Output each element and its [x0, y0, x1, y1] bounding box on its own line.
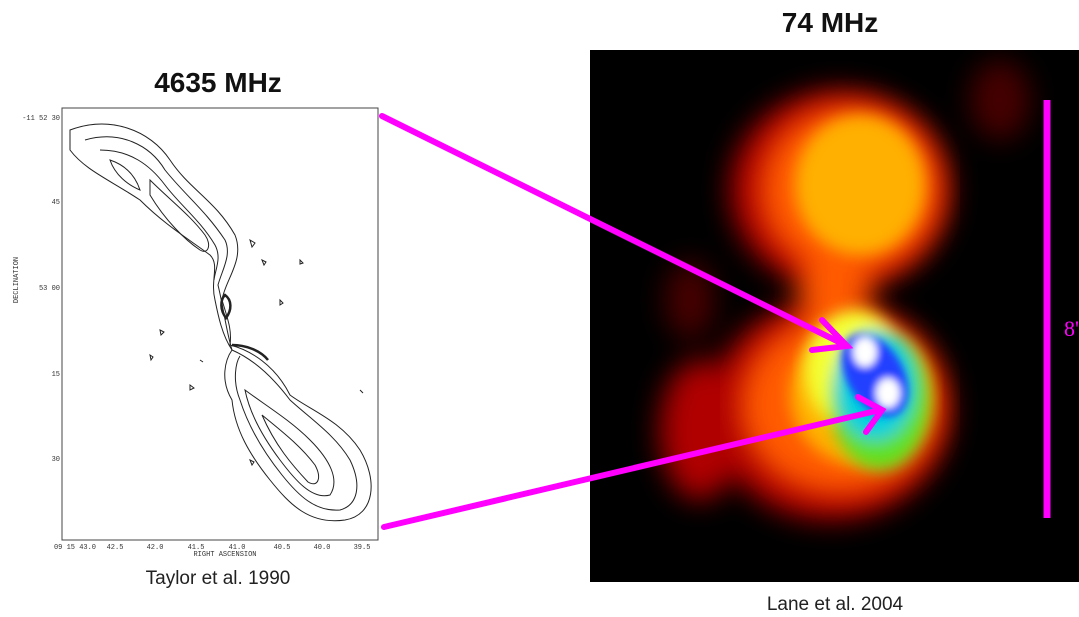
slide-canvas: 4635 MHz DECLINATION RIGHT ASCENSION -11… [0, 0, 1079, 617]
x-tick-label: 40.5 [274, 544, 291, 552]
x-tick-label: 40.0 [314, 544, 331, 552]
slide: 4635 MHz DECLINATION RIGHT ASCENSION -11… [0, 0, 1079, 617]
panel-caption: Lane et al. 2004 [767, 594, 904, 615]
x-tick-label: 39.5 [354, 544, 371, 552]
panel-title: 4635 MHz [154, 67, 282, 98]
x-tick-label: 41.5 [188, 544, 205, 552]
scale-label: 8' [1064, 316, 1079, 341]
y-axis-label: DECLINATION [13, 257, 21, 303]
y-tick-label: 15 [52, 371, 60, 379]
y-tick-label: 45 [52, 199, 60, 207]
contour-frame [62, 108, 378, 540]
x-axis-label: RIGHT ASCENSION [193, 551, 256, 559]
y-tick-label: 30 [52, 456, 60, 464]
x-tick-label: 42.5 [107, 544, 124, 552]
panel-title: 74 MHz [782, 7, 878, 38]
x-tick-label: 42.0 [147, 544, 164, 552]
x-tick-label: 41.0 [229, 544, 246, 552]
y-tick-label: 53 00 [39, 285, 60, 293]
x-tick-label: 09 15 43.0 [54, 544, 96, 552]
y-tick-label: -11 52 30 [22, 115, 60, 123]
panel-caption: Taylor et al. 1990 [146, 568, 291, 589]
